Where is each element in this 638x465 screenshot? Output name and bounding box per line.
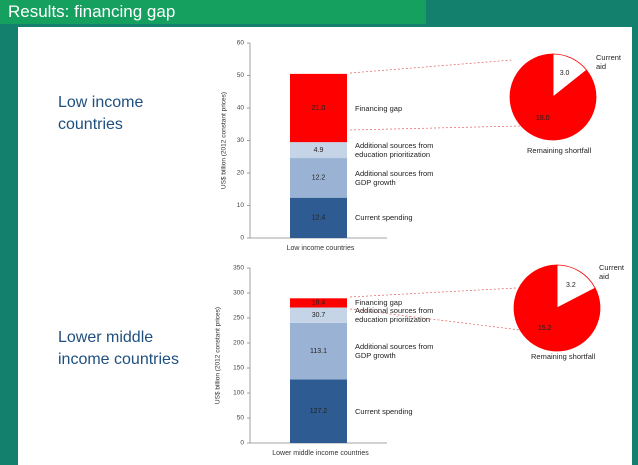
bar-segment (290, 142, 347, 159)
value-label: 4.9 (314, 147, 324, 154)
value-label: 18.0 (536, 115, 550, 122)
slide-title: Results: financing gap (8, 2, 176, 21)
value-label: 15.2 (538, 325, 552, 332)
connector (349, 125, 521, 131)
y-tick-label: 250 (233, 315, 244, 322)
y-tick-label: 0 (240, 440, 244, 447)
series-label: Additional sources from GDP growth (355, 168, 434, 187)
y-tick-label: 350 (233, 265, 244, 272)
y-tick-label: 200 (233, 340, 244, 347)
value-label: 18.4 (312, 300, 326, 307)
pie-category-label: Remaining shortfall (531, 352, 596, 361)
y-tick-label: 0 (240, 235, 244, 242)
value-label: 30.7 (312, 312, 326, 319)
connector (349, 287, 517, 298)
value-label: 21.0 (312, 105, 326, 112)
bar-segment (290, 322, 347, 380)
value-label: 3.2 (566, 282, 576, 289)
bar-segment (290, 197, 347, 238)
y-tick-label: 150 (233, 365, 244, 372)
y-tick-label: 30 (237, 137, 245, 144)
series-label: Financing gap (355, 298, 403, 308)
y-tick-label: 10 (237, 202, 245, 209)
title-bar: Results: financing gap (0, 0, 426, 24)
row-label: Lower middle income countries (58, 329, 179, 368)
y-axis-title: US$ billion (2012 constant prices) (221, 92, 228, 189)
value-label: 12.2 (312, 175, 326, 182)
series-label: Additional sources from GDP growth (355, 342, 434, 361)
y-tick-label: 100 (233, 390, 244, 397)
pie-category-label: Current aid (599, 263, 625, 281)
pie-slice (513, 264, 601, 352)
y-tick-label: 50 (237, 72, 245, 79)
value-label: 12.4 (312, 215, 326, 222)
series-label: Financing gap (355, 103, 403, 113)
pie-slice (556, 264, 596, 309)
series-label: Additional sources from education priori… (355, 306, 434, 325)
connector (349, 308, 521, 331)
y-tick-label: 300 (233, 290, 244, 297)
y-tick-label: 40 (237, 105, 245, 112)
series-label: Current spending (355, 406, 413, 416)
connectors (349, 59, 521, 331)
y-tick-label: 50 (237, 415, 245, 422)
connector (349, 59, 513, 74)
value-label: 3.0 (560, 70, 570, 77)
bar-segment (290, 298, 347, 308)
series-label: Current spending (355, 213, 413, 223)
y-axis-title: US$ billion (2012 constant prices) (215, 307, 222, 404)
bar-segment (290, 73, 347, 143)
y-tick-label: 20 (237, 170, 245, 177)
value-label: 113.1 (310, 348, 327, 355)
pie-slice (509, 53, 597, 141)
bar-segment (290, 307, 347, 323)
x-tick-label: Low income countries (287, 245, 355, 252)
series-label: Additional sources from education priori… (355, 141, 434, 160)
bar-segment (290, 379, 347, 443)
row-label: Low income countries (58, 94, 144, 133)
pie-category-label: Current aid (596, 53, 622, 71)
x-tick-label: Lower middle income countries (272, 450, 369, 457)
bar-segment (290, 158, 347, 198)
value-label: 127.2 (310, 408, 328, 415)
y-tick-label: 60 (237, 40, 245, 47)
pie-category-label: Remaining shortfall (527, 146, 592, 155)
